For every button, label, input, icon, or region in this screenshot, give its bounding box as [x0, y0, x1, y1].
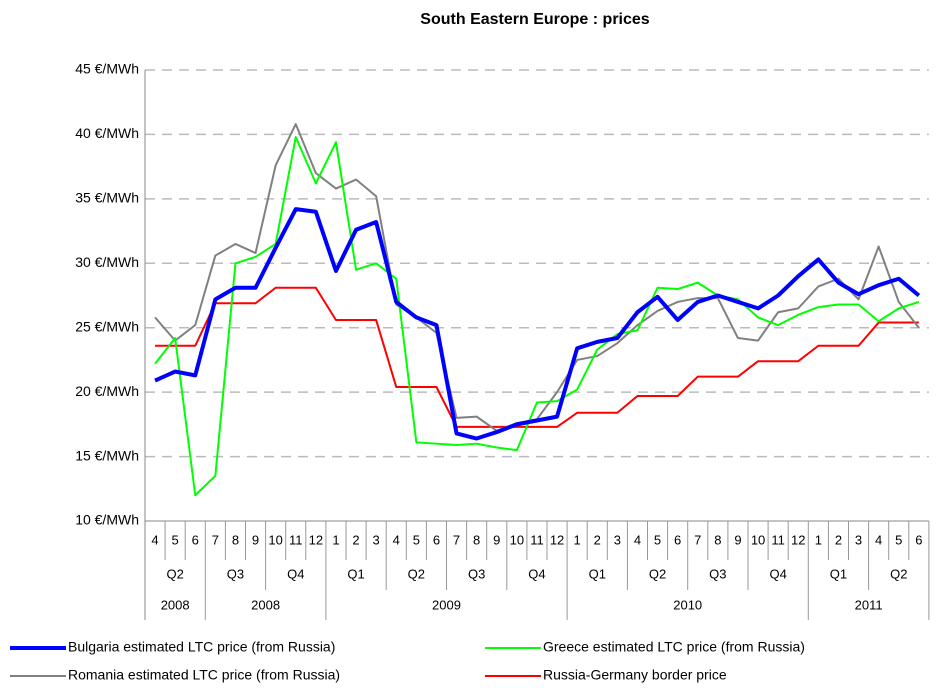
x-tick-label: 1: [815, 532, 822, 547]
y-tick-label: 45 €/MWh: [75, 61, 139, 77]
x-tick-label: 9: [252, 532, 259, 547]
x-tick-label: 3: [373, 532, 380, 547]
y-tick-label: 10 €/MWh: [75, 512, 139, 528]
x-tick-label: 10: [751, 532, 765, 547]
quarter-label: Q1: [347, 566, 364, 581]
series-line: [154, 207, 921, 441]
quarter-label: Q2: [166, 566, 183, 581]
x-tick-label: 6: [192, 532, 199, 547]
x-tick-label: 6: [433, 532, 440, 547]
x-tick-label: 3: [855, 532, 862, 547]
quarter-label: Q2: [408, 566, 425, 581]
year-label: 2010: [673, 597, 702, 612]
x-tick-label: 2: [594, 532, 601, 547]
x-tick-label: 5: [172, 532, 179, 547]
x-tick-label: 6: [674, 532, 681, 547]
quarter-label: Q1: [589, 566, 606, 581]
x-tick-label: 12: [550, 532, 564, 547]
x-tick-label: 2: [835, 532, 842, 547]
quarter-label: Q4: [287, 566, 304, 581]
quarter-label: Q4: [528, 566, 545, 581]
year-label: 2008: [161, 597, 190, 612]
x-tick-label: 7: [694, 532, 701, 547]
chart-title: South Eastern Europe : prices: [420, 11, 649, 28]
x-tick-label: 4: [393, 532, 400, 547]
legend-label: Bulgaria estimated LTC price (from Russi…: [68, 639, 335, 655]
quarter-label: Q3: [227, 566, 244, 581]
x-tick-label: 10: [268, 532, 282, 547]
year-label: 2008: [251, 597, 280, 612]
quarter-label: Q3: [709, 566, 726, 581]
x-tick-label: 9: [734, 532, 741, 547]
legend-label: Romania estimated LTC price (from Russia…: [68, 667, 340, 683]
x-tick-label: 10: [510, 532, 524, 547]
x-tick-label: 12: [309, 532, 323, 547]
x-tick-label: 12: [791, 532, 805, 547]
series-line: [154, 136, 920, 497]
series-line: [155, 286, 919, 428]
x-tick-label: 8: [714, 532, 721, 547]
x-tick-label: 4: [151, 532, 158, 547]
legend-label: Russia-Germany border price: [543, 667, 727, 683]
year-label: 2011: [855, 597, 883, 612]
quarter-label: Q3: [468, 566, 485, 581]
y-tick-label: 25 €/MWh: [75, 318, 139, 334]
x-tick-label: 4: [875, 532, 882, 547]
x-tick-label: 8: [473, 532, 480, 547]
year-label: 2009: [432, 597, 461, 612]
x-tick-label: 7: [453, 532, 460, 547]
x-tick-label: 11: [771, 532, 785, 547]
series-line: [154, 123, 920, 432]
legend-label: Greece estimated LTC price (from Russia): [543, 639, 805, 655]
quarter-label: Q2: [890, 566, 907, 581]
x-tick-label: 4: [634, 532, 641, 547]
x-tick-label: 6: [915, 532, 922, 547]
x-tick-label: 11: [289, 532, 303, 547]
x-tick-label: 5: [895, 532, 902, 547]
y-tick-label: 20 €/MWh: [75, 383, 139, 399]
x-tick-label: 5: [413, 532, 420, 547]
x-tick-label: 9: [493, 532, 500, 547]
x-tick-label: 2: [352, 532, 359, 547]
x-tick-label: 5: [654, 532, 661, 547]
y-tick-label: 35 €/MWh: [75, 190, 139, 206]
x-tick-label: 3: [614, 532, 621, 547]
x-tick-label: 7: [212, 532, 219, 547]
x-tick-label: 1: [574, 532, 581, 547]
x-tick-label: 1: [332, 532, 339, 547]
quarter-label: Q4: [769, 566, 786, 581]
y-tick-label: 40 €/MWh: [75, 125, 139, 141]
quarter-label: Q2: [649, 566, 666, 581]
quarter-label: Q1: [830, 566, 847, 581]
y-tick-label: 15 €/MWh: [75, 447, 139, 463]
x-tick-label: 11: [530, 532, 544, 547]
x-tick-label: 8: [232, 532, 239, 547]
y-tick-label: 30 €/MWh: [75, 254, 139, 270]
